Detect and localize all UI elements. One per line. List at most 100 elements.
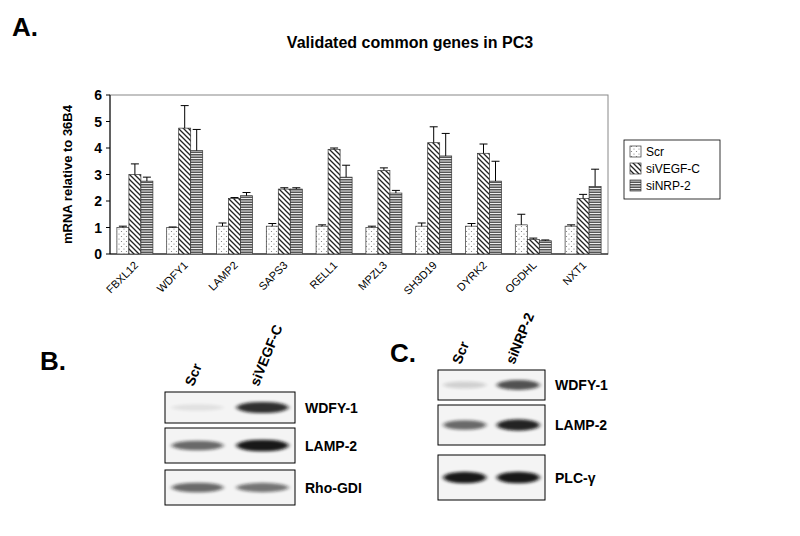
error-cap [517,214,525,215]
bar [527,239,539,254]
blot-band [443,382,486,389]
blot-band [497,419,540,430]
bar [466,226,478,254]
error-bar [318,225,326,226]
bar [278,189,290,254]
y-tick [106,95,110,96]
error-bar [480,144,488,153]
bar [565,226,577,254]
figure: A.Validated common genes in PC30123456mR… [0,0,800,536]
blot-band [172,441,224,451]
error-bar [468,224,476,227]
x-tick-label: MPZL3 [356,259,390,293]
bar [241,196,253,254]
error-stem [346,165,347,177]
y-tick [106,174,110,175]
blot-strip [438,370,545,400]
error-stem [433,127,434,143]
error-cap [492,161,500,162]
error-cap [219,222,227,223]
error-cap [330,148,338,149]
error-stem [583,194,584,198]
legend-box [624,140,720,199]
error-cap [418,222,426,223]
y-tick [106,227,110,228]
legend-label: Scr [646,145,664,159]
bar [428,143,440,254]
bar [290,189,302,254]
legend-label: siNRP-2 [646,179,691,193]
legend-swatch [630,146,641,157]
x-tick-label: DYRK2 [454,259,488,293]
error-cap [131,163,139,164]
panel-label: C. [390,338,416,368]
bar [515,225,527,254]
error-bar [181,106,189,129]
bar [191,151,203,254]
panel-label: A. [12,12,38,42]
blot-band [443,420,486,430]
error-stem [196,129,197,150]
error-bar [169,226,177,228]
x-tick-label: LAMP2 [206,259,240,293]
blot-band [237,440,289,452]
error-cap [143,177,151,178]
error-bar [219,223,227,226]
bar [478,153,490,254]
blot-band [237,402,289,413]
error-cap [193,129,201,130]
error-cap [541,239,549,240]
blot-band [172,483,224,493]
error-cap [480,144,488,145]
row-label: WDFY-1 [555,377,608,393]
error-bar [380,168,388,171]
bar [340,177,352,254]
y-tick-label: 4 [94,140,102,156]
x-tick-label: WDFY1 [154,259,190,295]
blot-strip [438,405,545,445]
error-stem [134,164,135,175]
y-tick-label: 0 [94,246,102,262]
error-stem [483,144,484,153]
error-bar [143,177,151,181]
y-tick-label: 3 [94,167,102,183]
bar [416,226,428,254]
error-cap [268,223,276,224]
row-label: LAMP-2 [555,417,607,433]
y-tick-label: 1 [94,220,102,236]
bar [366,228,378,255]
y-tick [106,148,110,149]
error-bar [342,165,350,177]
lane-label: Scr [181,361,204,388]
row-label: WDFY-1 [305,400,358,416]
bar [490,181,502,254]
error-bar [243,193,251,196]
bar [179,128,191,254]
error-bar [131,164,139,175]
error-bar [442,133,450,156]
y-tick-label: 6 [94,87,102,103]
error-stem [184,106,185,129]
error-bar [231,197,239,199]
bar [129,175,141,255]
bar [390,193,402,254]
error-stem [445,133,446,156]
lane-label: Scr [449,339,472,366]
legend-swatch [630,180,641,191]
bar [328,149,340,254]
blot-strip [438,455,545,500]
error-cap [318,224,326,225]
bar [167,228,179,255]
error-bar [330,148,338,149]
error-bar [591,169,599,186]
error-cap [181,105,189,106]
blot-band [497,472,540,484]
error-bar [368,226,376,227]
chart-title: Validated common genes in PC3 [287,34,533,51]
y-tick-label: 2 [94,193,102,209]
error-bar [119,226,127,227]
blot-band [237,483,289,492]
error-bar [430,127,438,143]
error-bar [541,239,549,241]
row-label: Rho-GDI [305,480,362,496]
